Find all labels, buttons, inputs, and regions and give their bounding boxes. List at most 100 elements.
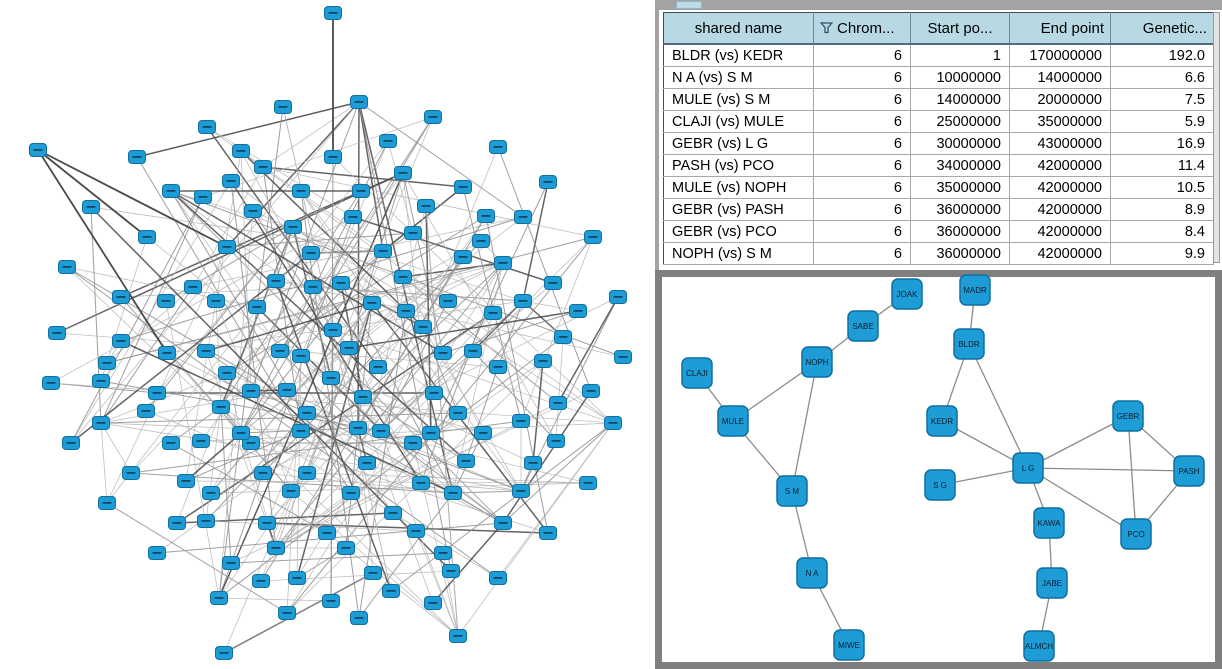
network-node[interactable]: [582, 384, 600, 398]
network-node[interactable]: [464, 344, 482, 358]
network-node[interactable]: [394, 166, 412, 180]
network-node[interactable]: [358, 456, 376, 470]
network-node[interactable]: [197, 514, 215, 528]
network-node[interactable]: [232, 144, 250, 158]
table-scrollbar[interactable]: [1213, 12, 1220, 263]
network-node[interactable]: [298, 466, 316, 480]
network-node-jabe[interactable]: JABE: [1036, 567, 1068, 599]
network-node[interactable]: [349, 421, 367, 435]
network-node[interactable]: [112, 290, 130, 304]
network-node[interactable]: [288, 571, 306, 585]
network-node[interactable]: [494, 256, 512, 270]
network-node[interactable]: [324, 6, 342, 20]
network-node[interactable]: [324, 150, 342, 164]
network-node[interactable]: [324, 323, 342, 337]
network-node[interactable]: [148, 386, 166, 400]
network-node[interactable]: [42, 376, 60, 390]
network-node-claji[interactable]: CLAJI: [681, 357, 713, 389]
network-node[interactable]: [271, 344, 289, 358]
network-node[interactable]: [218, 366, 236, 380]
table-row[interactable]: N A (vs) S M 6 10000000 14000000 6.6: [663, 66, 1214, 89]
network-node-noph[interactable]: NOPH: [801, 346, 833, 378]
network-node[interactable]: [198, 120, 216, 134]
network-node[interactable]: [222, 556, 240, 570]
network-node[interactable]: [98, 496, 116, 510]
table-row[interactable]: PASH (vs) PCO 6 34000000 42000000 11.4: [663, 154, 1214, 177]
network-node[interactable]: [322, 371, 340, 385]
network-node[interactable]: [442, 564, 460, 578]
network-node[interactable]: [439, 294, 457, 308]
network-node[interactable]: [554, 330, 572, 344]
network-node[interactable]: [514, 294, 532, 308]
network-node[interactable]: [202, 486, 220, 500]
network-node-kawa[interactable]: KAWA: [1033, 507, 1065, 539]
network-node[interactable]: [350, 611, 368, 625]
network-node-madr[interactable]: MADR: [959, 274, 991, 306]
table-row[interactable]: BLDR (vs) KEDR 6 1 170000000 192.0: [663, 44, 1214, 67]
network-node[interactable]: [379, 134, 397, 148]
network-node[interactable]: [514, 210, 532, 224]
network-node[interactable]: [98, 356, 116, 370]
network-node[interactable]: [252, 574, 270, 588]
network-node[interactable]: [363, 296, 381, 310]
table-row[interactable]: MULE (vs) S M 6 14000000 20000000 7.5: [663, 88, 1214, 111]
network-node[interactable]: [494, 516, 512, 530]
network-node[interactable]: [449, 629, 467, 643]
table-row[interactable]: NOPH (vs) S M 6 36000000 42000000 9.9: [663, 242, 1214, 265]
table-row[interactable]: GEBR (vs) L G 6 30000000 43000000 16.9: [663, 132, 1214, 155]
network-node[interactable]: [444, 486, 462, 500]
network-node[interactable]: [584, 230, 602, 244]
network-node[interactable]: [489, 360, 507, 374]
network-node[interactable]: [457, 454, 475, 468]
network-node[interactable]: [454, 250, 472, 264]
network-node[interactable]: [489, 571, 507, 585]
network-node-l-g[interactable]: L G: [1012, 452, 1044, 484]
network-node[interactable]: [340, 341, 358, 355]
network-node[interactable]: [374, 244, 392, 258]
panel-grip-tab[interactable]: [676, 1, 702, 9]
network-node[interactable]: [122, 466, 140, 480]
network-node-bldr[interactable]: BLDR: [953, 328, 985, 360]
network-node[interactable]: [292, 424, 310, 438]
network-node[interactable]: [254, 160, 272, 174]
network-node[interactable]: [282, 484, 300, 498]
network-node[interactable]: [369, 360, 387, 374]
network-node[interactable]: [267, 541, 285, 555]
network-node[interactable]: [194, 190, 212, 204]
network-node[interactable]: [372, 424, 390, 438]
network-node[interactable]: [547, 434, 565, 448]
column-header-shared-name[interactable]: shared name: [663, 12, 814, 45]
network-node[interactable]: [138, 230, 156, 244]
network-node[interactable]: [274, 100, 292, 114]
network-node[interactable]: [404, 436, 422, 450]
network-node[interactable]: [569, 304, 587, 318]
network-node[interactable]: [422, 426, 440, 440]
network-node[interactable]: [92, 416, 110, 430]
network-node[interactable]: [258, 516, 276, 530]
network-node[interactable]: [232, 426, 250, 440]
network-node[interactable]: [322, 594, 340, 608]
table-row[interactable]: GEBR (vs) PCO 6 36000000 42000000 8.4: [663, 220, 1214, 243]
network-node-sabe[interactable]: SABE: [847, 310, 879, 342]
network-node[interactable]: [244, 204, 262, 218]
network-node[interactable]: [609, 290, 627, 304]
network-node-almch[interactable]: ALMCH: [1023, 630, 1055, 662]
network-node[interactable]: [382, 584, 400, 598]
network-node[interactable]: [425, 386, 443, 400]
network-node[interactable]: [298, 406, 316, 420]
network-node[interactable]: [489, 140, 507, 154]
network-node[interactable]: [248, 300, 266, 314]
network-node[interactable]: [137, 404, 155, 418]
network-node[interactable]: [472, 234, 490, 248]
network-node[interactable]: [604, 416, 622, 430]
network-node[interactable]: [177, 474, 195, 488]
network-node[interactable]: [197, 344, 215, 358]
network-node[interactable]: [512, 414, 530, 428]
network-node-s-m[interactable]: S M: [776, 475, 808, 507]
network-node[interactable]: [148, 546, 166, 560]
network-node[interactable]: [344, 210, 362, 224]
network-node[interactable]: [449, 406, 467, 420]
column-header-end-point[interactable]: End point: [1009, 12, 1111, 45]
network-node[interactable]: [207, 294, 225, 308]
network-node[interactable]: [332, 276, 350, 290]
